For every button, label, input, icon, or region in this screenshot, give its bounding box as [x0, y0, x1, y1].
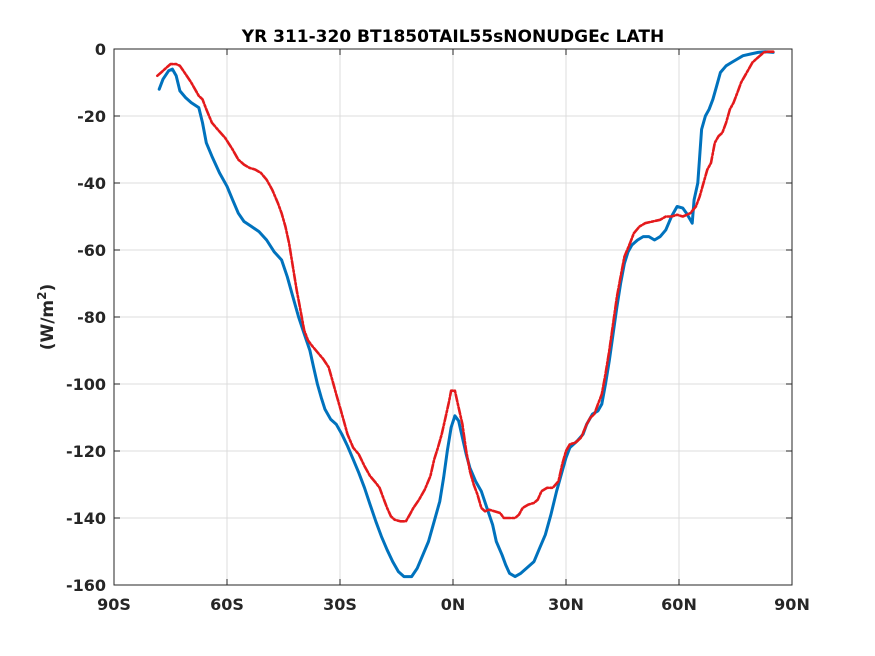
grid-lines [114, 49, 792, 585]
y-axis-label-superscript: 2 [35, 291, 49, 299]
y-tick-label: -160 [66, 576, 106, 595]
x-tick-label: 30N [548, 595, 584, 614]
y-tick-label: -100 [66, 375, 106, 394]
y-tick-label: -80 [77, 308, 106, 327]
y-tick-label: -20 [77, 107, 106, 126]
y-tick-labels: 0 -20 -40 -60 -80 -100 -120 -140 -160 [66, 40, 106, 595]
y-axis-label-close: ) [38, 284, 58, 292]
series-layer [156, 50, 775, 579]
tick-marks [113, 48, 793, 586]
x-tick-labels: 90S 60S 30S 0N 30N 60N 90N [97, 595, 810, 614]
x-tick-label: 0N [441, 595, 466, 614]
y-tick-label: -120 [66, 442, 106, 461]
series-line-2 [156, 50, 775, 523]
x-tick-label: 90N [774, 595, 810, 614]
x-tick-label: 90S [97, 595, 131, 614]
series-line-1 [157, 50, 775, 579]
x-tick-label: 60S [210, 595, 244, 614]
y-axis-label: (W/m2) [35, 284, 58, 351]
chart-title: YR 311-320 BT1850TAIL55sNONUDGEc LATH [241, 27, 664, 47]
x-tick-label: 30S [323, 595, 357, 614]
y-tick-label: 0 [95, 40, 106, 59]
y-tick-label: -40 [77, 174, 106, 193]
y-tick-label: -60 [77, 241, 106, 260]
y-axis-label-text: (W/m [38, 300, 58, 350]
y-tick-label: -140 [66, 509, 106, 528]
x-tick-label: 60N [661, 595, 697, 614]
